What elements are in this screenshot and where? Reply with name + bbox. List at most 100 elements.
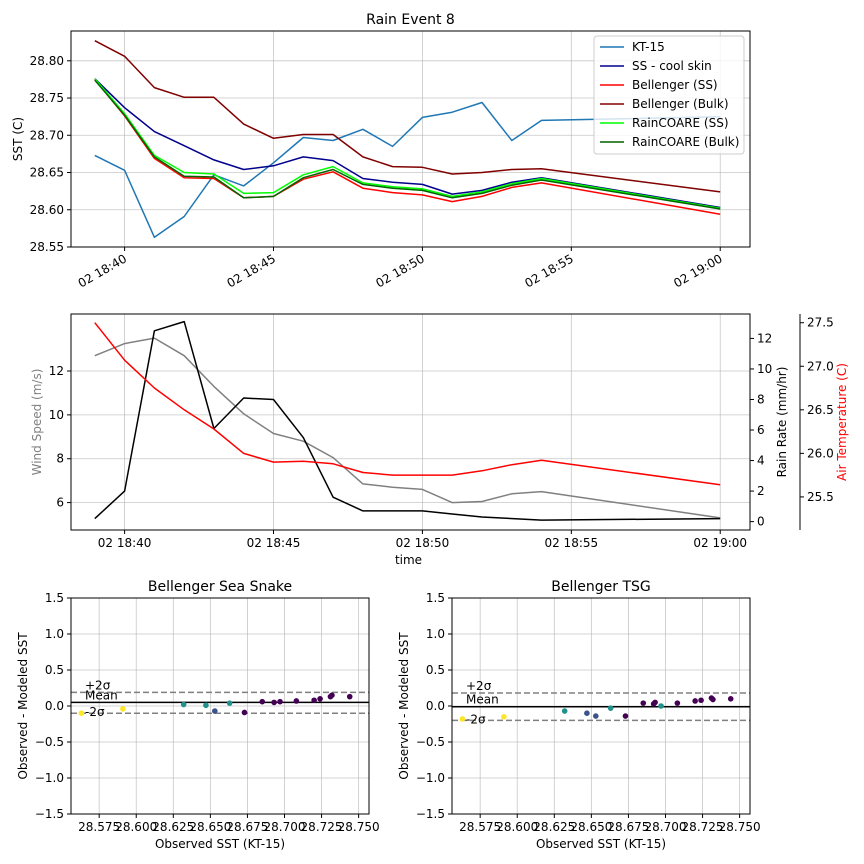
seasnake-point-10 [293, 698, 300, 704]
sst-xtick-label-3: 02 18:55 [522, 251, 575, 290]
met-xtick-label-1: 02 18:45 [247, 536, 301, 550]
met-xtick-label-2: 02 18:50 [396, 536, 450, 550]
seasnake-ytick-label-5: 1.0 [45, 627, 64, 641]
seasnake-point-15 [346, 693, 353, 700]
tsg-xtick-label-2: 28.625 [533, 820, 575, 834]
seasnake-xtick-label-3: 28.650 [189, 820, 231, 834]
seasnake-point-2 [180, 701, 187, 708]
sst-series-line-1 [94, 78, 721, 209]
met-airtemp-tick-label-0: 25.5 [807, 490, 834, 504]
met-airtemp-tick-label-1: 26.0 [807, 446, 834, 460]
sst-series-line-2 [94, 78, 721, 215]
tsg-ytick-label-6: 1.5 [426, 591, 445, 605]
met-xtick-label-4: 02 19:00 [693, 536, 747, 550]
seasnake-minus2sigma-label: -2σ [85, 705, 105, 719]
met-rain-tick-label-4: 8 [757, 392, 765, 406]
seasnake-xtick-label-5: 28.700 [263, 820, 305, 834]
sst-legend-label-2: Bellenger (SS) [632, 78, 718, 92]
seasnake-point-11 [311, 697, 317, 704]
met-rain-axis-label: Rain Rate (mm/hr) [775, 367, 789, 478]
tsg-point-7 [640, 700, 647, 706]
seasnake-y-axis-label: Observed - Modeled SST [16, 632, 30, 780]
sst-ytick-label-0: 28.55 [30, 240, 64, 254]
met-airtemp-axis-label: Air Temperature (C) [835, 363, 849, 481]
tsg-point-0 [459, 716, 466, 722]
tsg-point-16 [727, 696, 734, 702]
seasnake-ytick-label-2: −0.5 [35, 735, 64, 749]
seasnake-ytick-label-0: −1.5 [35, 807, 64, 821]
sst-xtick-label-0: 02 18:40 [76, 251, 129, 290]
tsg-xtick-label-7: 28.750 [719, 820, 761, 834]
sst-ytick-label-1: 28.60 [30, 203, 64, 217]
tsg-plus2sigma-label: +2σ [466, 679, 492, 693]
sst-legend-label-4: RainCOARE (SS) [632, 116, 729, 130]
tsg-mean-label: Mean [466, 693, 499, 707]
tsg-point-5 [607, 705, 614, 711]
sst-ytick-label-2: 28.65 [30, 166, 64, 180]
seasnake-xtick-label-2: 28.625 [152, 820, 194, 834]
seasnake-point-8 [271, 699, 277, 706]
seasnake-ytick-label-6: 1.5 [45, 591, 64, 605]
tsg-chart-title: Bellenger TSG [551, 579, 650, 595]
seasnake-point-12 [317, 696, 323, 702]
sst-series-line-3 [94, 40, 721, 193]
met-airtemp-tick-label-3: 27.0 [807, 359, 834, 373]
tsg-xtick-label-3: 28.650 [570, 820, 612, 834]
sst-y-axis-label: SST (C) [11, 117, 25, 161]
tsg-point-4 [593, 713, 599, 719]
met-airtemp-tick-label-2: 26.5 [807, 403, 834, 417]
tsg-ytick-label-2: −0.5 [416, 735, 445, 749]
tsg-xtick-label-0: 28.575 [459, 820, 501, 834]
tsg-point-13 [698, 697, 704, 704]
seasnake-point-1 [120, 706, 126, 712]
seasnake-point-4 [212, 708, 218, 714]
seasnake-point-14 [329, 692, 335, 698]
seasnake-ytick-label-3: 0.0 [45, 699, 64, 713]
met-rain-tick-label-5: 10 [757, 362, 772, 376]
met-left-tick-label-2: 10 [49, 408, 64, 422]
seasnake-ytick-label-1: −1.0 [35, 771, 64, 785]
met-left-tick-label-0: 6 [56, 496, 64, 510]
tsg-point-1 [501, 714, 507, 720]
met-wind-axis-label: Wind Speed (m/s) [30, 369, 44, 476]
sst-chart-title: Rain Event 8 [366, 12, 455, 28]
seasnake-x-axis-label: Observed SST (KT-15) [155, 837, 285, 851]
met-series-line-1 [94, 320, 721, 521]
sst-legend-label-3: Bellenger (Bulk) [632, 97, 729, 111]
met-xtick-label-3: 02 18:55 [544, 536, 598, 550]
tsg-ytick-label-0: −1.5 [416, 807, 445, 821]
seasnake-point-6 [241, 709, 248, 716]
tsg-ytick-label-5: 1.0 [426, 627, 445, 641]
seasnake-xtick-label-1: 28.600 [115, 820, 157, 834]
tsg-xtick-label-6: 28.725 [682, 820, 724, 834]
sst-frame [70, 30, 751, 248]
seasnake-xtick-label-4: 28.675 [226, 820, 268, 834]
sst-legend-box [593, 35, 745, 155]
tsg-ytick-label-3: 0.0 [426, 699, 445, 713]
met-left-tick-label-3: 12 [49, 364, 64, 378]
met-rain-tick-label-0: 0 [757, 515, 765, 529]
sst-ytick-label-5: 28.80 [30, 54, 64, 68]
tsg-xtick-label-4: 28.675 [607, 820, 649, 834]
tsg-minus2sigma-label: -2σ [466, 712, 486, 726]
sst-xtick-label-1: 02 18:45 [225, 251, 278, 290]
sst-legend-label-5: RainCOARE (Bulk) [632, 135, 739, 149]
seasnake-point-3 [203, 702, 209, 709]
seasnake-point-5 [226, 700, 233, 706]
met-rain-tick-label-2: 4 [757, 454, 765, 468]
met-left-tick-label-1: 8 [56, 452, 64, 466]
met-series-line-2 [94, 322, 721, 486]
sst-legend-label-1: SS - cool skin [632, 59, 712, 73]
seasnake-xtick-label-7: 28.750 [338, 820, 380, 834]
seasnake-point-9 [277, 698, 283, 705]
seasnake-xtick-label-0: 28.575 [78, 820, 120, 834]
tsg-x-axis-label: Observed SST (KT-15) [536, 837, 666, 851]
tsg-point-12 [692, 698, 698, 704]
met-rain-tick-label-3: 6 [757, 423, 765, 437]
tsg-point-11 [674, 700, 681, 706]
seasnake-xtick-label-6: 28.725 [301, 820, 343, 834]
met-xtick-label-0: 02 18:40 [98, 536, 152, 550]
sst-series-line-4 [94, 78, 721, 210]
tsg-ytick-label-4: 0.5 [426, 663, 445, 677]
